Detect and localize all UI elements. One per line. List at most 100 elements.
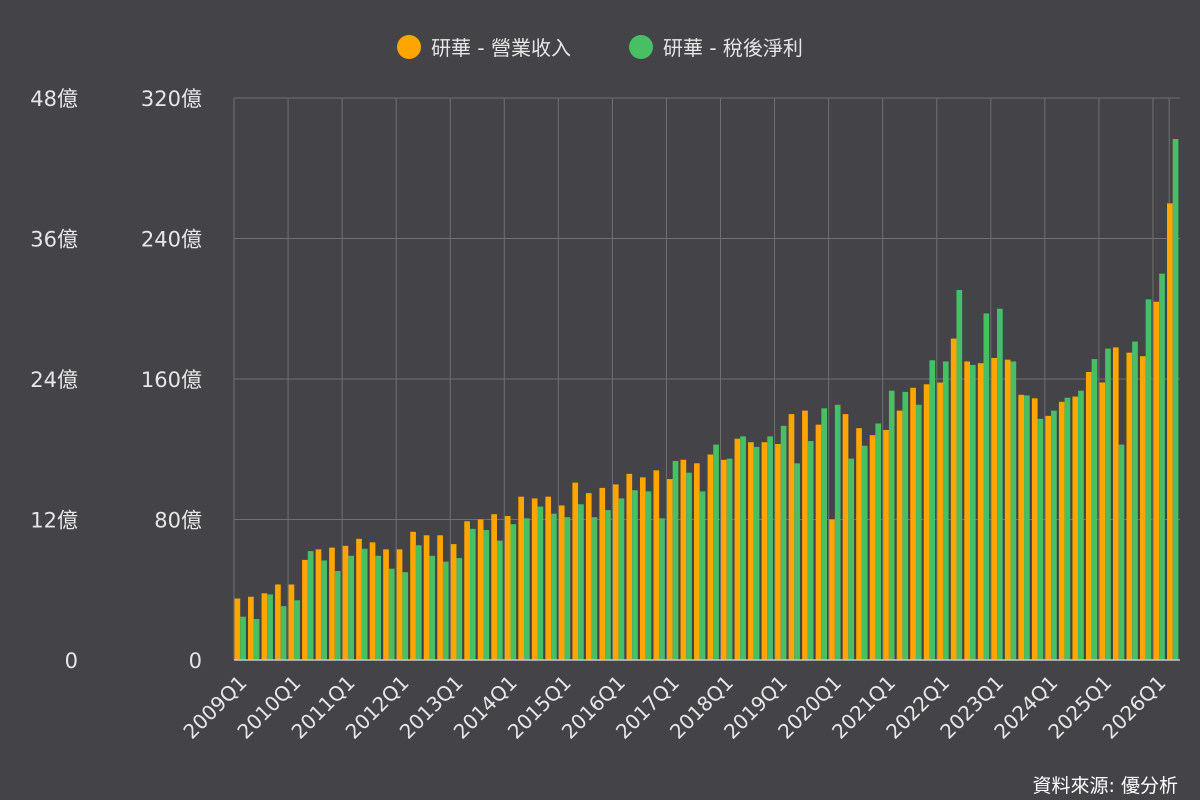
profit-bar xyxy=(253,619,260,660)
profit-bar xyxy=(969,364,976,660)
profit-bar xyxy=(402,572,409,660)
profit-bar xyxy=(483,530,490,660)
profit-bar xyxy=(821,408,828,660)
data-source-credit: 資料來源: 優分析 xyxy=(1032,775,1178,797)
profit-bar xyxy=(794,463,800,660)
profit-bar xyxy=(524,518,530,660)
revenue-bar xyxy=(599,487,606,660)
revenue-bar xyxy=(626,473,633,660)
revenue-bar xyxy=(991,357,998,660)
legend-profit-label: 研華 - 稅後淨利 xyxy=(663,36,803,60)
revenue-bar xyxy=(694,463,700,660)
revenue-bar xyxy=(288,584,295,660)
revenue-bar xyxy=(491,514,497,660)
profit-bar xyxy=(1159,273,1165,660)
profit-bar xyxy=(632,490,638,660)
profit-bar xyxy=(280,606,287,660)
profit-bar xyxy=(591,517,598,660)
revenue-bar xyxy=(531,498,538,660)
profit-bar xyxy=(834,404,841,660)
revenue-bar xyxy=(369,542,376,660)
revenue-bar xyxy=(545,496,552,660)
revenue-bar xyxy=(504,515,511,660)
revenue-legend-marker-icon xyxy=(397,34,422,59)
revenue-bar xyxy=(383,549,389,660)
profit-bar xyxy=(551,513,557,660)
profit-bar xyxy=(686,472,692,660)
revenue-bar xyxy=(1085,371,1092,660)
profit-bar xyxy=(848,458,855,660)
revenue-bar xyxy=(896,410,903,660)
grid-lines xyxy=(233,97,1180,661)
revenue-bar xyxy=(342,545,349,660)
right-axis-tick-label: 240億 xyxy=(141,228,202,252)
profit-bar xyxy=(942,361,949,660)
profit-bar xyxy=(956,290,963,660)
profit-bar xyxy=(1037,418,1044,660)
profit-bar xyxy=(1091,359,1098,660)
revenue-bar xyxy=(1099,382,1106,660)
profit-bar xyxy=(334,571,341,660)
revenue-bar xyxy=(666,479,673,660)
revenue-bar xyxy=(707,454,714,660)
profit-bar xyxy=(537,506,544,660)
right-axis-tick-label: 0 xyxy=(189,649,202,673)
revenue-bar xyxy=(396,549,403,660)
profit-bar xyxy=(983,313,990,660)
profit-bar xyxy=(442,561,449,660)
left-axis-tick-label: 48億 xyxy=(30,87,78,111)
profit-bar xyxy=(415,545,422,660)
profit-bar xyxy=(645,491,652,660)
profit-bar xyxy=(997,308,1003,660)
revenue-bar xyxy=(585,493,592,660)
profit-bar xyxy=(888,390,895,660)
profit-bar xyxy=(605,510,611,660)
revenue-bar xyxy=(356,538,362,660)
profit-bar xyxy=(713,444,719,660)
profit-bar xyxy=(307,551,314,660)
profit-bar xyxy=(1064,397,1071,660)
profit-bar xyxy=(1132,341,1138,660)
profit-bar xyxy=(875,423,882,660)
revenue-bar xyxy=(883,429,889,660)
revenue-bar xyxy=(721,459,727,660)
profit-bar xyxy=(240,616,246,660)
legend-item-profit[interactable]: 研華 - 稅後淨利 xyxy=(629,32,803,61)
legend: 研華 - 營業收入 研華 - 稅後淨利 xyxy=(0,32,1200,61)
profit-bar xyxy=(348,555,355,660)
left-axis-tick-label: 0 xyxy=(65,649,78,673)
revenue-bar xyxy=(275,584,281,660)
legend-item-revenue[interactable]: 研華 - 營業收入 xyxy=(397,32,571,61)
revenue-bar xyxy=(234,598,241,660)
profit-bar xyxy=(915,404,922,660)
profit-bar xyxy=(618,498,625,660)
revenue-bar xyxy=(680,459,687,660)
profit-bar xyxy=(469,528,476,660)
revenue-bar xyxy=(1139,356,1146,660)
right-axis-tick-label: 80億 xyxy=(154,509,202,533)
revenue-bar xyxy=(572,482,579,660)
profit-bar xyxy=(1024,395,1030,660)
profit-bar xyxy=(672,460,679,660)
revenue-bar xyxy=(950,338,957,660)
revenue-bar xyxy=(964,361,970,660)
profit-bar xyxy=(780,425,787,660)
revenue-bar xyxy=(329,547,335,660)
revenue-bar xyxy=(464,521,470,660)
profit-bar xyxy=(740,436,746,660)
revenue-bar xyxy=(518,496,525,660)
profit-bar xyxy=(753,446,760,660)
revenue-bar xyxy=(410,531,416,660)
profit-bar xyxy=(388,568,395,660)
revenue-bar xyxy=(910,387,916,660)
revenue-bar xyxy=(815,424,822,660)
revenue-bar xyxy=(1058,401,1065,660)
profit-bar xyxy=(699,491,706,660)
revenue-bar xyxy=(869,435,876,660)
profit-bar xyxy=(1105,348,1111,660)
revenue-bar xyxy=(1153,301,1160,660)
profit-bar xyxy=(510,524,517,660)
profit-bar xyxy=(659,518,665,660)
revenue-bar xyxy=(1045,415,1052,660)
